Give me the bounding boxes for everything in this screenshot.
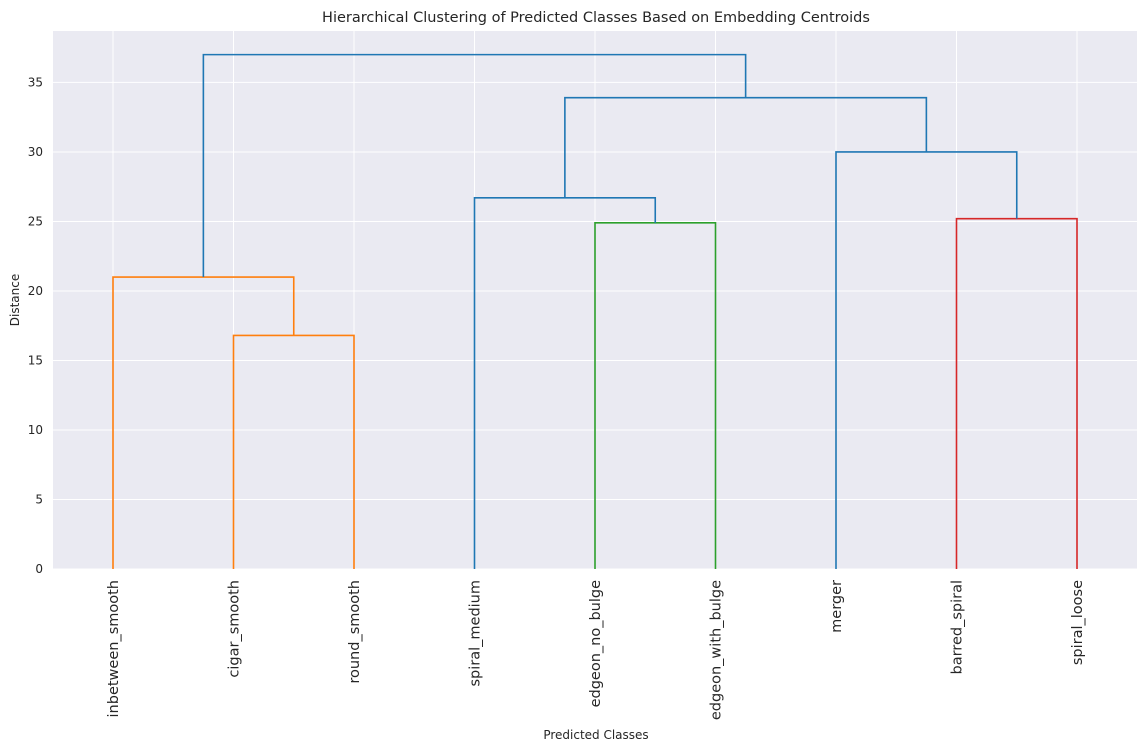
plot-area: [53, 31, 1137, 570]
chart-title: Hierarchical Clustering of Predicted Cla…: [322, 10, 870, 26]
x-tick-label-inbetween-smooth: inbetween_smooth: [106, 580, 122, 717]
y-tick-label: 10: [28, 423, 43, 437]
dendrogram-link-3: [594, 222, 717, 569]
x-axis-label: Predicted Classes: [543, 728, 648, 742]
dendrogram-link-8: [202, 53, 747, 278]
dendrogram-link-1: [232, 334, 355, 569]
x-tick-label-edgeon-with-bulge: edgeon_with_bulge: [709, 580, 725, 720]
y-tick-label: 5: [35, 492, 43, 506]
links-layer: [112, 53, 1078, 569]
dendrogram-link-5: [473, 197, 657, 569]
x-axis-ticks: inbetween_smooth cigar_smooth round_smooth…: [106, 580, 1086, 720]
y-tick-label: 0: [35, 562, 43, 576]
y-axis-label: Distance: [8, 274, 22, 326]
x-tick-label-round-smooth: round_smooth: [347, 580, 363, 684]
y-axis-ticks: 0 5 10 15 20 25 30 35: [28, 75, 43, 576]
y-tick-label: 25: [28, 214, 43, 228]
x-tick-label-cigar-smooth: cigar_smooth: [227, 580, 243, 678]
y-tick-label: 35: [28, 75, 43, 89]
x-tick-label-spiral-loose: spiral_loose: [1070, 580, 1086, 665]
x-tick-label-spiral-medium: spiral_medium: [468, 580, 484, 687]
x-tick-label-barred-spiral: barred_spiral: [950, 580, 966, 674]
dendrogram-link-6: [835, 151, 1018, 569]
x-tick-label-edgeon-no-bulge: edgeon_no_bulge: [588, 580, 604, 707]
x-tick-label-merger: merger: [829, 580, 845, 633]
dendrogram-link-7: [564, 96, 928, 198]
y-tick-label: 20: [28, 284, 43, 298]
y-tick-label: 30: [28, 145, 43, 159]
y-tick-label: 15: [28, 353, 43, 367]
